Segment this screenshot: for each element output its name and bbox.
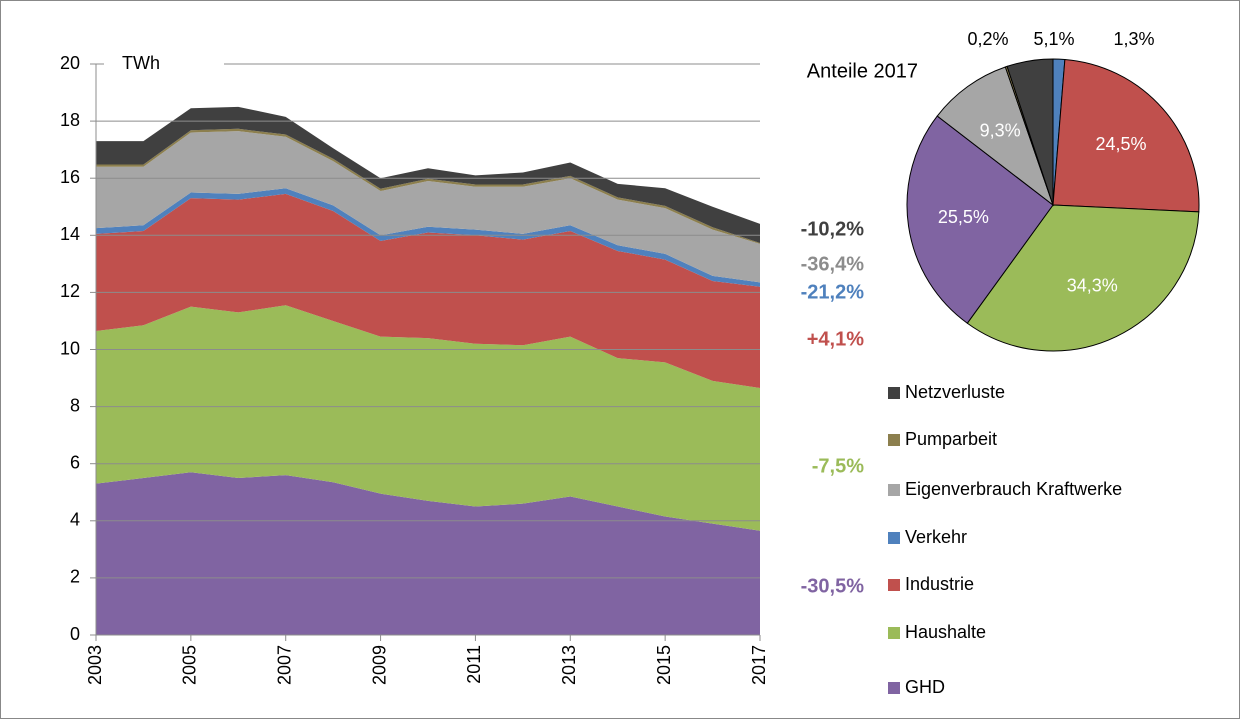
x-tick-label: 2009 bbox=[369, 645, 389, 685]
legend-label: Verkehr bbox=[905, 527, 967, 547]
change-label: +4,1% bbox=[807, 328, 864, 350]
pie-title: Anteile 2017 bbox=[807, 60, 918, 82]
label-bg bbox=[104, 50, 224, 78]
y-axis-label: TWh bbox=[122, 53, 160, 73]
y-tick-label: 2 bbox=[70, 567, 80, 587]
y-tick-label: 0 bbox=[70, 624, 80, 644]
pie-slice bbox=[1006, 58, 1054, 206]
area bbox=[96, 472, 760, 635]
area bbox=[96, 106, 760, 244]
x-tick-label: 2005 bbox=[180, 645, 200, 685]
legend-swatch bbox=[888, 434, 900, 446]
x-tick-label: 2003 bbox=[85, 645, 105, 685]
y-tick-label: 6 bbox=[70, 452, 80, 472]
legend-label: GHD bbox=[905, 677, 945, 697]
y-tick-label: 12 bbox=[60, 281, 80, 301]
y-tick-label: 4 bbox=[70, 510, 80, 530]
x-tick-label: 2007 bbox=[274, 645, 294, 685]
y-tick-label: 14 bbox=[60, 224, 80, 244]
x-tick-label: 2017 bbox=[749, 645, 769, 685]
x-tick-label: 2013 bbox=[559, 645, 579, 685]
x-tick-label: 2011 bbox=[464, 645, 484, 684]
pie-slice bbox=[936, 66, 1055, 207]
pie-slice bbox=[906, 115, 1054, 324]
change-label: -36,4% bbox=[801, 253, 865, 275]
y-tick-label: 8 bbox=[70, 395, 80, 415]
pie-label: 5,1% bbox=[1033, 29, 1074, 49]
legend-swatch bbox=[888, 484, 900, 496]
area bbox=[96, 193, 760, 389]
pie-label: 1,3% bbox=[1113, 29, 1154, 49]
area bbox=[96, 305, 760, 531]
pie-label: 25,5% bbox=[938, 207, 989, 227]
change-label: -21,2% bbox=[801, 281, 865, 303]
x-tick-label: 2015 bbox=[654, 645, 674, 685]
legend-swatch bbox=[888, 532, 900, 544]
legend-label: Industrie bbox=[905, 574, 974, 594]
pie-label: 34,3% bbox=[1067, 275, 1118, 295]
pie-label: 9,3% bbox=[980, 120, 1021, 140]
legend-label: Netzverluste bbox=[905, 382, 1005, 402]
legend-label: Pumparbeit bbox=[905, 429, 997, 449]
pie-label: 0,2% bbox=[967, 29, 1008, 49]
legend-swatch bbox=[888, 627, 900, 639]
y-tick-label: 16 bbox=[60, 167, 80, 187]
pie-slice bbox=[966, 204, 1200, 352]
change-label: -30,5% bbox=[801, 575, 865, 597]
legend-swatch bbox=[888, 682, 900, 694]
pie-slice bbox=[1052, 58, 1200, 213]
legend-label: Haushalte bbox=[905, 622, 986, 642]
legend-swatch bbox=[888, 387, 900, 399]
change-label: -7,5% bbox=[812, 455, 864, 477]
y-tick-label: 18 bbox=[60, 110, 80, 130]
legend-label: Eigenverbrauch Kraftwerke bbox=[905, 479, 1122, 499]
change-label: -10,2% bbox=[801, 218, 865, 240]
area bbox=[96, 131, 760, 283]
y-tick-label: 10 bbox=[60, 338, 80, 358]
y-tick-label: 20 bbox=[60, 53, 80, 73]
legend-swatch bbox=[888, 579, 900, 591]
pie-label: 24,5% bbox=[1095, 134, 1146, 154]
